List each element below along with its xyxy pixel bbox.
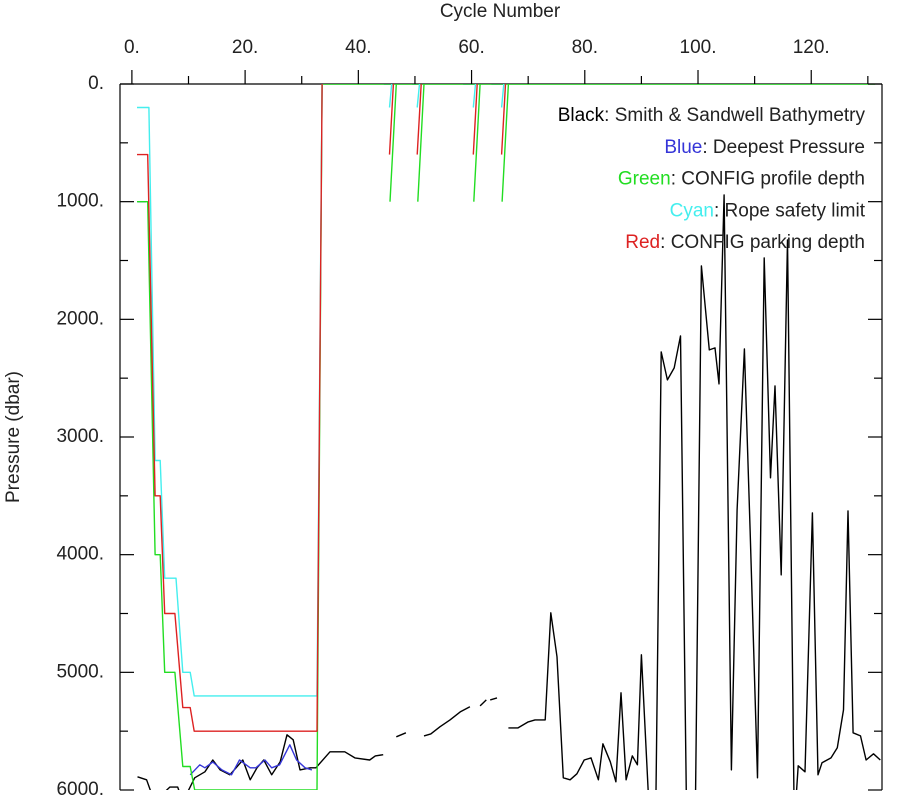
plot-frame [119,83,883,790]
x-tick-label: 80. [572,37,598,58]
legend-name: CONFIG parking depth [671,232,865,253]
legend-color-word: Black [558,105,605,126]
y-axis-label: Pressure (dbar) [3,371,24,503]
plot-area [137,84,881,790]
y-tick-label: 5000. [56,661,104,682]
series-line [137,84,876,790]
legend-color-word: Blue [664,137,702,158]
y-tick-label: 2000. [56,308,104,329]
y-tick-label: 6000. [56,779,104,800]
legend-name: Deepest Pressure [713,137,865,158]
x-axis-label: Cycle Number [440,1,561,22]
legend-entry: Blue: Deepest Pressure [664,137,865,158]
x-tick-label: 60. [458,37,484,58]
legend-separator: : [671,169,682,190]
legend-color-word: Red [625,232,660,253]
series-line [137,194,881,790]
series-line [137,84,505,697]
x-tick-label: 120. [793,37,830,58]
legend-name: Smith & Sandwell Bathymetry [615,105,866,126]
y-tick-label: 0. [88,73,104,94]
x-tick-label: 0. [124,37,140,58]
legend-entry: Red: CONFIG parking depth [625,232,865,253]
legend-entry: Green: CONFIG profile depth [618,169,865,190]
legend-color-word: Cyan [670,200,714,221]
legend-separator: : [660,232,671,253]
legend-entry: Black: Smith & Sandwell Bathymetry [558,105,866,126]
legend-name: CONFIG profile depth [681,169,865,190]
y-tick-label: 1000. [56,191,104,212]
legend-separator: : [714,200,725,221]
y-tick-label: 3000. [56,426,104,447]
legend-separator: : [702,137,713,158]
y-tick-label: 4000. [56,544,104,565]
legend-color-word: Green [618,169,671,190]
legend-name: Rope safety limit [725,200,866,221]
series-line [137,84,507,732]
x-tick-label: 40. [345,37,371,58]
x-tick-label: 20. [232,37,258,58]
x-tick-label: 100. [680,37,717,58]
legend-separator: : [604,105,615,126]
legend-entry: Cyan: Rope safety limit [670,200,866,221]
